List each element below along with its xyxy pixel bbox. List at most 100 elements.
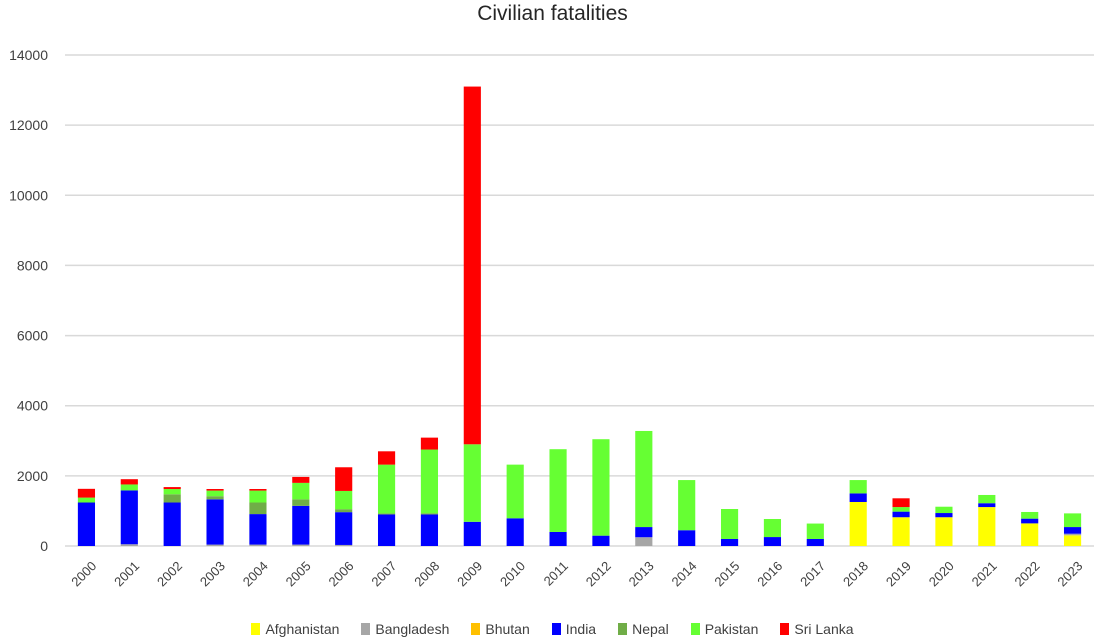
bar-bangladesh-2005 [292, 544, 310, 546]
bar-india-2000 [77, 502, 96, 546]
legend-label: Bangladesh [375, 621, 450, 637]
bar-pakistan-2016 [763, 518, 782, 538]
bar-stack-2010 [506, 464, 524, 546]
x-tick-label: 2003 [197, 558, 228, 589]
bar-india-2015 [720, 538, 739, 546]
bar-india-2011 [549, 531, 567, 546]
x-tick-label: 2013 [626, 558, 657, 589]
bar-pakistan-2006 [335, 490, 353, 510]
bar-sri-lanka-2000 [77, 488, 96, 498]
bar-nepal-2002 [163, 494, 181, 503]
bar-nepal-2004 [249, 502, 267, 515]
x-tick-label: 2001 [111, 558, 142, 589]
x-tick-label: 2020 [926, 558, 957, 589]
bar-stack-2009 [463, 86, 481, 546]
bar-india-2020 [935, 513, 953, 518]
bar-stack-2000 [77, 488, 96, 546]
bar-sri-lanka-2008 [420, 437, 439, 450]
legend-item-nepal: Nepal [618, 621, 669, 637]
bar-india-2002 [163, 502, 181, 546]
bar-afghanistan-2021 [978, 507, 996, 546]
y-tick-label: 8000 [17, 257, 48, 273]
bar-pakistan-2018 [849, 480, 867, 494]
bar-pakistan-2023 [1063, 513, 1082, 528]
bar-bangladesh-2023 [1063, 533, 1082, 536]
y-tick-label: 2000 [17, 468, 48, 484]
legend-swatch [618, 623, 628, 635]
y-tick-label: 10000 [9, 187, 48, 203]
y-axis-ticks: 0 2000 4000 6000 8000 10000 12000 14000 [9, 47, 48, 554]
bar-pakistan-2009 [463, 444, 481, 522]
y-tick-label: 4000 [17, 398, 48, 414]
bar-stack-2006 [335, 467, 353, 546]
legend-item-sri-lanka: Sri Lanka [780, 621, 854, 637]
bar-sri-lanka-2005 [292, 476, 310, 483]
bar-nepal-2008 [420, 513, 439, 515]
bar-pakistan-2001 [120, 484, 138, 491]
legend-label: Nepal [632, 621, 669, 637]
bar-afghanistan-2019 [892, 517, 910, 546]
legend: Afghanistan Bangladesh Bhutan India Nepal Pak… [0, 621, 1105, 637]
y-tick-label: 12000 [9, 117, 48, 133]
bar-stack-2004 [249, 489, 267, 546]
bar-india-2021 [978, 503, 996, 508]
bar-india-2010 [506, 518, 524, 546]
bar-stack-2019 [892, 498, 910, 546]
x-tick-label: 2012 [583, 558, 614, 589]
bar-sri-lanka-2003 [206, 489, 224, 491]
bar-india-2022 [1021, 518, 1039, 524]
bar-pakistan-2000 [77, 497, 96, 503]
bar-india-2018 [849, 493, 867, 502]
legend-swatch [551, 623, 561, 635]
legend-item-bhutan: Bhutan [471, 621, 530, 637]
bar-bangladesh-2003 [206, 544, 224, 546]
bar-bangladesh-2006 [335, 544, 353, 546]
y-tick-label: 14000 [9, 47, 48, 63]
x-axis-ticks: 2000 2001 2002 2003 2004 2005 2006 2007 2008 2009… [68, 558, 1085, 589]
x-tick-label: 2010 [497, 558, 528, 589]
bar-pakistan-2011 [549, 449, 567, 532]
x-tick-label: 2009 [454, 558, 485, 589]
bar-bangladesh-2004 [249, 544, 267, 546]
y-tick-label: 0 [40, 538, 48, 554]
bar-afghanistan-2023 [1063, 535, 1082, 546]
bar-india-2004 [249, 514, 267, 545]
bar-pakistan-2020 [935, 506, 953, 514]
bar-pakistan-2002 [163, 489, 181, 495]
bar-stack-2016 [763, 518, 782, 546]
bar-bangladesh-2001 [120, 544, 138, 546]
bar-pakistan-2019 [892, 507, 910, 512]
bar-stack-2001 [120, 479, 138, 546]
bar-stack-2012 [592, 439, 610, 546]
bar-stack-2013 [635, 430, 653, 546]
bar-stack-2005 [292, 476, 310, 546]
bar-india-2006 [335, 512, 353, 545]
bar-stack-2023 [1063, 513, 1082, 546]
bar-afghanistan-2020 [935, 517, 953, 546]
x-tick-label: 2011 [541, 558, 571, 588]
x-tick-label: 2002 [154, 558, 185, 589]
bar-india-2008 [420, 514, 439, 546]
x-tick-label: 2017 [797, 558, 828, 589]
bar-pakistan-2014 [678, 480, 696, 531]
bar-nepal-2005 [292, 499, 310, 506]
x-tick-label: 2015 [711, 558, 742, 589]
bar-sri-lanka-2002 [163, 487, 181, 490]
bar-pakistan-2021 [978, 494, 996, 504]
bar-pakistan-2017 [806, 523, 824, 539]
bar-india-2003 [206, 499, 224, 545]
legend-swatch [471, 623, 481, 635]
bar-pakistan-2007 [377, 464, 396, 514]
bar-india-2014 [678, 530, 696, 546]
bar-bangladesh-2013 [635, 537, 653, 546]
legend-swatch [251, 623, 261, 635]
chart-title: Civilian fatalities [477, 2, 628, 25]
bar-afghanistan-2022 [1021, 523, 1039, 546]
bar-sri-lanka-2009 [463, 86, 481, 445]
x-tick-label: 2021 [969, 558, 1000, 589]
bar-sri-lanka-2019 [892, 498, 910, 508]
legend-label: Afghanistan [265, 621, 340, 637]
bar-india-2009 [463, 521, 481, 546]
x-tick-label: 2016 [754, 558, 785, 589]
bar-india-2007 [377, 514, 396, 546]
